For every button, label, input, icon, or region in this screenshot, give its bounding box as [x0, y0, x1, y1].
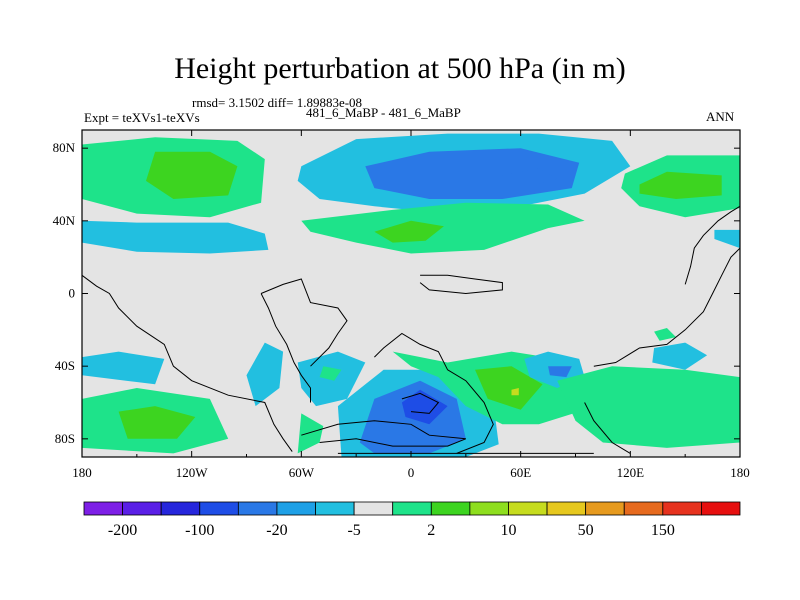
contour-region-23: [511, 388, 519, 396]
colorbar-swatch-2: [160, 501, 201, 516]
contour-region-22: [475, 366, 543, 410]
experiment-label: Expt = teXVs1-teXVs: [84, 110, 200, 125]
coastline-9: [684, 205, 741, 285]
coastline-8: [593, 247, 741, 367]
colorbar-swatch-3: [199, 501, 239, 516]
colorbar-swatch-8: [392, 501, 432, 516]
contour-region-10: [714, 229, 740, 249]
colorbar-label: 50: [578, 522, 594, 539]
colorbar-swatch-6: [315, 501, 355, 516]
colorbar-swatch-11: [508, 501, 548, 516]
contour-region-27: [654, 328, 676, 341]
coastlines: [81, 205, 741, 454]
x-tick-label: 180: [72, 465, 92, 480]
y-tick-label: 40N: [53, 213, 76, 228]
colorbar-swatch-12: [546, 501, 587, 516]
x-tick-label: 60W: [289, 465, 315, 480]
colorbar-label: -100: [185, 522, 214, 539]
season-label: ANN: [706, 109, 735, 124]
coastline-7: [419, 274, 503, 295]
coastline-3: [374, 332, 494, 454]
coastline-1: [260, 293, 311, 403]
colorbar-swatch-16: [701, 501, 741, 516]
x-tick-label: 0: [408, 465, 415, 480]
contour-region-9: [639, 171, 722, 199]
case-label: 481_6_MaBP - 481_6_MaBP: [306, 105, 461, 120]
y-tick-label: 80N: [53, 140, 76, 155]
contour-region-2: [82, 220, 269, 254]
contour-region-14: [319, 366, 342, 381]
coastline-4: [301, 420, 466, 447]
contour-region-26: [557, 366, 740, 448]
colorbar-label: -5: [347, 522, 360, 539]
colorbar-label: -20: [266, 522, 287, 539]
contour-region-6: [301, 202, 585, 254]
x-tick-label: 60E: [510, 465, 531, 480]
contour-region-20: [401, 389, 448, 425]
stats-label: rmsd= 3.1502 diff= 1.89883e-08: [192, 95, 363, 110]
contour-region-17: [297, 413, 324, 454]
x-axis: 180 120W 60W 0 60E 120E 180: [72, 130, 750, 480]
contour-region-5: [502, 168, 558, 187]
contour-region-1: [146, 151, 238, 199]
coastline-0: [81, 274, 293, 452]
colorbar-swatch-0: [83, 501, 123, 516]
colorbar-swatch-14: [623, 501, 664, 516]
coastline-10: [584, 402, 631, 454]
x-tick-label: 120W: [176, 465, 209, 480]
contour-region-25: [548, 366, 572, 378]
contour-region-11: [82, 351, 165, 385]
colorbar-label: 10: [500, 522, 516, 539]
colorbar-label: 150: [651, 522, 675, 539]
colorbar-swatch-5: [276, 501, 316, 516]
colorbar: -200 -100 -20 -5 2 10 50 150: [83, 501, 741, 539]
colorbar-swatch-9: [430, 501, 471, 516]
x-tick-label: 120E: [617, 465, 645, 480]
x-tick-label: 180: [730, 465, 750, 480]
colorbar-label: -200: [108, 522, 137, 539]
colorbar-swatch-15: [662, 501, 702, 516]
contour-region-4: [365, 148, 580, 199]
colorbar-label: 2: [427, 522, 435, 539]
colorbar-swatch-1: [122, 501, 162, 516]
coastline-5: [401, 392, 440, 414]
contour-fills: [82, 133, 740, 457]
colorbar-swatch-13: [585, 501, 625, 516]
y-axis: 80N 40N 0 40S 80S: [53, 140, 740, 446]
contour-region-12: [246, 342, 284, 407]
colorbar-swatch-4: [237, 501, 278, 516]
y-tick-label: 80S: [55, 431, 75, 446]
chart-title: Height perturbation at 500 hPa (in m): [174, 52, 626, 85]
colorbar-swatch-7: [353, 501, 394, 516]
contour-region-7: [374, 220, 444, 243]
coastline-2: [260, 278, 348, 367]
y-tick-label: 0: [69, 286, 76, 301]
map-plot-area: [81, 129, 741, 458]
contour-region-16: [118, 406, 196, 439]
colorbar-swatch-10: [469, 501, 509, 516]
y-tick-label: 40S: [55, 358, 75, 373]
contour-region-28: [652, 342, 708, 370]
